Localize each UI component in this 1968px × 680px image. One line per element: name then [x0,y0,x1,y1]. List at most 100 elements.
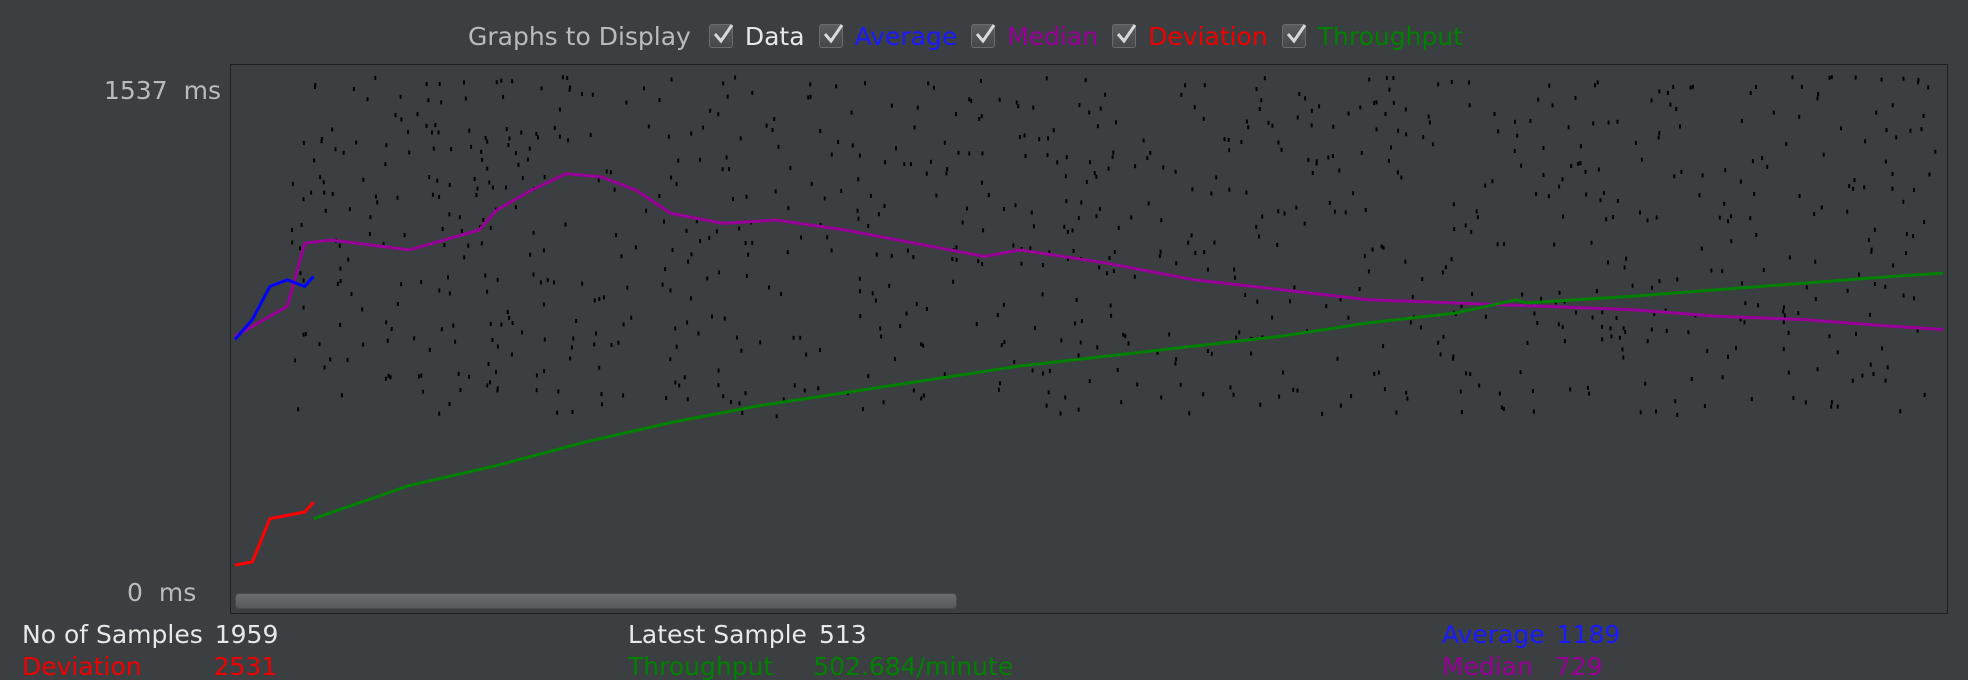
checkmark-icon [1286,24,1307,44]
stat-median: Median 729 [1442,652,1603,680]
data-point [717,112,720,117]
data-point [977,259,980,264]
data-point [1332,124,1335,129]
data-point [1203,250,1206,255]
data-point [717,383,720,388]
data-point [745,194,748,199]
data-point [738,226,741,231]
data-point [1913,188,1915,192]
data-point [634,245,637,250]
checkbox-median[interactable] [971,24,996,48]
data-point [387,373,390,378]
data-point [1721,375,1724,380]
data-point [1206,349,1209,353]
data-point [431,192,434,197]
data-point [943,372,946,377]
data-point [324,208,327,213]
data-point [532,272,535,277]
data-point [540,86,543,91]
legend-item-throughput[interactable]: Throughput [1281,22,1463,51]
data-point [1180,92,1183,97]
data-point [1526,340,1529,345]
data-point [1658,279,1661,284]
data-point [771,128,774,132]
data-point [1194,250,1197,255]
data-point [488,180,491,185]
data-point [1766,164,1769,169]
data-point [663,219,665,224]
data-point [1772,110,1775,115]
data-point [486,383,489,388]
data-point [1079,340,1082,345]
data-point [495,80,498,85]
checkbox-deviation[interactable] [1112,24,1137,48]
data-point [1258,234,1260,239]
data-point [1325,304,1328,309]
data-point [1836,404,1839,409]
data-point [347,257,350,262]
data-point [867,374,870,379]
y-axis-min-value: 0 [127,578,143,607]
data-point [1870,247,1873,252]
data-point [1496,242,1499,247]
data-point [396,302,399,306]
data-point [1229,385,1232,390]
data-point [823,196,826,201]
legend-item-median[interactable]: Median [971,22,1098,51]
data-point [1536,321,1539,325]
stat-latest-sample: Latest Sample 513 [628,620,867,649]
checkbox-data[interactable] [708,24,734,48]
data-point [1749,91,1752,95]
data-point [1724,168,1727,173]
data-point [1599,198,1602,203]
legend-item-data[interactable]: Data [708,22,805,51]
data-point [1679,124,1681,129]
data-point [1782,347,1785,352]
data-point [1303,221,1306,226]
data-point [1625,256,1628,261]
checkbox-average[interactable] [818,24,843,48]
data-point [1591,315,1594,320]
data-point [1782,305,1785,310]
data-point [711,314,713,319]
stat-median-label: Median [1442,652,1533,680]
data-point [915,302,918,306]
legend-label-average: Average [854,21,958,51]
data-point [291,181,294,186]
data-point [1665,328,1668,333]
data-point [1513,149,1516,154]
data-point [438,82,441,86]
data-point [1318,104,1321,109]
data-point [511,321,514,325]
data-point [1202,116,1205,121]
data-point [1782,309,1785,314]
data-point [1902,293,1905,298]
data-point [1658,89,1661,94]
data-point [1328,200,1331,205]
data-point [1500,405,1503,410]
data-point [792,335,795,340]
data-point [1869,312,1871,317]
data-point [817,386,820,391]
data-point [1741,281,1743,286]
data-point [425,82,428,87]
data-point [1071,228,1074,233]
data-point [677,158,680,163]
data-point [1586,385,1589,390]
data-point [1066,229,1069,234]
data-point [1622,326,1625,331]
legend-item-deviation[interactable]: Deviation [1112,22,1268,51]
data-point [723,316,726,321]
data-point [1797,311,1800,316]
data-point [1421,277,1424,282]
data-point [1271,123,1274,128]
data-point [1498,391,1501,396]
horizontal-scrollbar[interactable] [235,593,957,609]
legend-item-average[interactable]: Average [818,21,958,51]
data-point [491,338,494,342]
data-point [905,311,908,316]
data-point [480,241,483,246]
stat-samples: No of Samples 1959 [22,620,278,649]
checkbox-throughput[interactable] [1281,24,1307,48]
data-point [1029,246,1032,251]
